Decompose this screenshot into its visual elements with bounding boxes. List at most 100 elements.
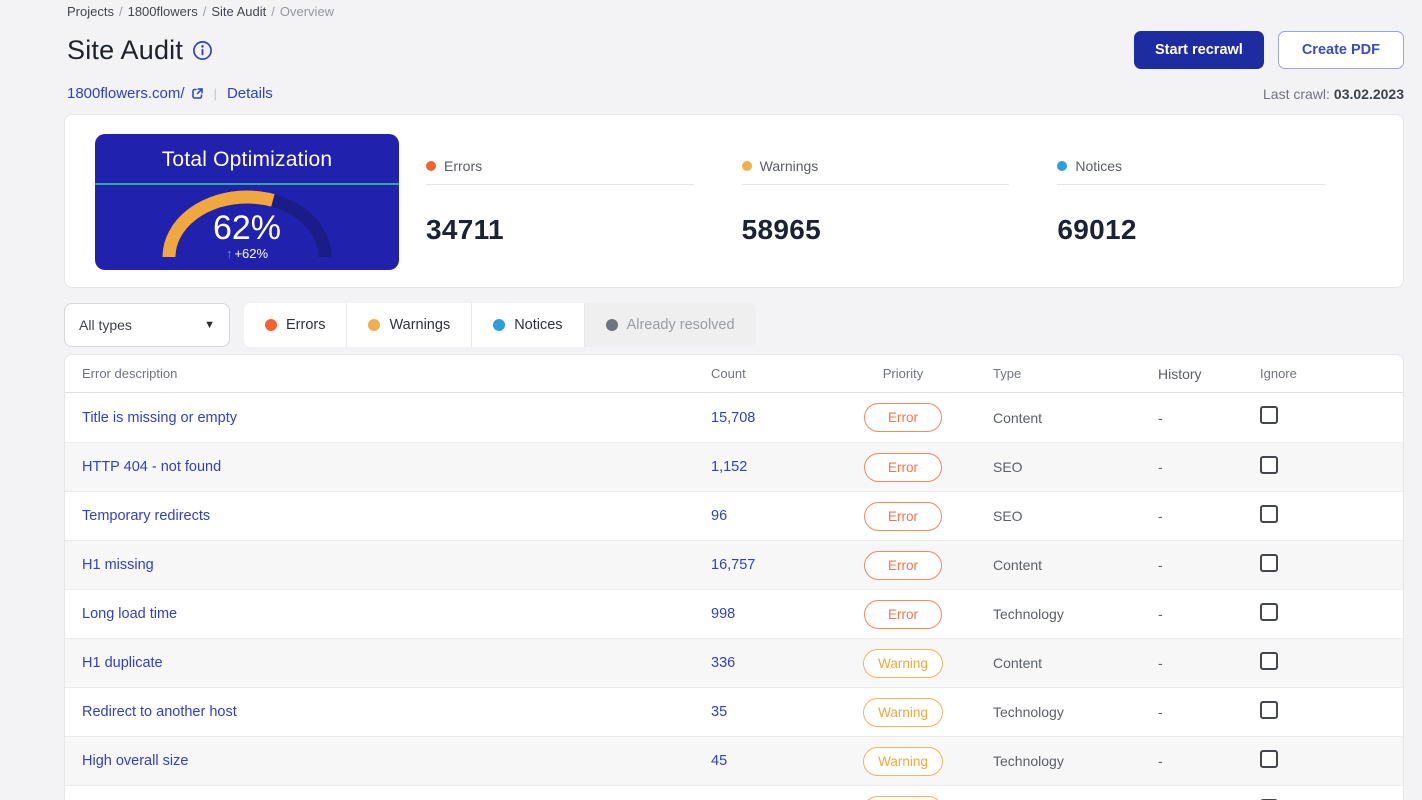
total-optimization-gauge: Total Optimization 62% ↑ +62% xyxy=(95,134,399,270)
breadcrumb-current: Overview xyxy=(279,4,335,19)
stat-label: Notices xyxy=(1075,158,1123,174)
priority-badge: Warning xyxy=(863,648,943,678)
table-row: H1 missing 16,757 Error Content - xyxy=(65,540,1403,589)
issue-type: Content xyxy=(993,655,1043,671)
table-row: Title is missing or empty 15,708 Error C… xyxy=(65,393,1403,442)
summary-stats: Errors 34711 Warnings 58965 Notices 6901… xyxy=(399,134,1373,268)
create-pdf-button[interactable]: Create PDF xyxy=(1277,31,1404,69)
issue-history: - xyxy=(1158,409,1163,426)
table-row: Long load time 998 Error Technology - xyxy=(65,589,1403,638)
table-row: H1 duplicate 336 Warning Content - xyxy=(65,638,1403,687)
toggle-warnings[interactable]: Warnings xyxy=(347,303,473,347)
issue-type: SEO xyxy=(993,459,1023,475)
ignore-checkbox[interactable] xyxy=(1260,455,1278,474)
ignore-checkbox[interactable] xyxy=(1260,602,1278,621)
priority-badge: Error xyxy=(864,599,942,629)
stat-label: Warnings xyxy=(759,158,819,174)
issue-description-link[interactable]: Redirect to another host xyxy=(82,704,237,720)
column-count: Count xyxy=(711,366,746,381)
stat-notices: Notices 69012 xyxy=(1057,134,1373,268)
notices-dot-icon xyxy=(1057,161,1068,171)
stat-warnings: Warnings 58965 xyxy=(741,134,1058,268)
resolved-dot-icon xyxy=(605,319,618,331)
warnings-dot-icon xyxy=(368,319,381,331)
issue-count-link[interactable]: 45 xyxy=(711,753,728,769)
issue-description-link[interactable]: Long load time xyxy=(82,606,178,622)
issue-type: Content xyxy=(993,409,1043,426)
table-body: Title is missing or empty 15,708 Error C… xyxy=(65,393,1403,800)
stat-label: Errors xyxy=(444,158,483,174)
issue-description-link[interactable]: H1 missing xyxy=(82,557,154,573)
issue-description-link[interactable]: High overall size xyxy=(82,753,189,769)
ignore-checkbox[interactable] xyxy=(1260,651,1278,670)
gauge-delta: ↑ +62% xyxy=(225,246,269,261)
issue-count-link[interactable]: 336 xyxy=(711,655,736,671)
issue-description-link[interactable]: Temporary redirects xyxy=(82,508,211,524)
issue-type: Technology xyxy=(993,704,1064,720)
ignore-checkbox[interactable] xyxy=(1260,553,1278,572)
priority-badge: Warning xyxy=(863,746,943,776)
table-row: Redirect to another host 35 Warning Tech… xyxy=(65,687,1403,736)
toggle-errors[interactable]: Errors xyxy=(244,303,348,347)
details-link[interactable]: Details xyxy=(226,85,273,102)
gauge-title: Total Optimization xyxy=(161,148,333,171)
issue-type: Content xyxy=(993,557,1043,573)
stat-value: 58965 xyxy=(741,214,822,245)
issue-history: - xyxy=(1158,704,1163,720)
gauge-divider xyxy=(95,183,399,185)
issue-count-link[interactable]: 998 xyxy=(711,606,736,622)
issue-description-link[interactable]: HTTP 404 - not found xyxy=(82,459,222,475)
stat-errors: Errors 34711 xyxy=(426,134,742,268)
type-select-value: All types xyxy=(79,317,132,333)
severity-toggle-group: Errors Warnings Notices Already resolved xyxy=(244,303,756,347)
issue-count-link[interactable]: 15,708 xyxy=(711,409,756,426)
issue-count-link[interactable]: 96 xyxy=(711,508,728,524)
notices-dot-icon xyxy=(493,319,506,331)
chevron-down-icon: ▼ xyxy=(204,319,215,331)
issue-count-link[interactable]: 35 xyxy=(711,704,728,720)
ignore-checkbox[interactable] xyxy=(1260,504,1278,523)
table-row: HTTP 404 - not found 1,152 Error SEO - xyxy=(65,442,1403,491)
table-row: High overall size 45 Warning Technology … xyxy=(65,736,1403,785)
priority-badge: Warning xyxy=(863,697,943,727)
ignore-checkbox[interactable] xyxy=(1260,749,1278,768)
issues-table: Error description Count Priority Type Hi… xyxy=(64,354,1404,800)
breadcrumb-project[interactable]: 1800flowers xyxy=(127,4,198,19)
toggle-notices[interactable]: Notices xyxy=(472,303,585,347)
ignore-checkbox[interactable] xyxy=(1260,700,1278,719)
priority-badge: Error xyxy=(864,501,942,531)
issue-type: Technology xyxy=(993,753,1064,769)
table-row: Temporary redirects 96 Error SEO - xyxy=(65,491,1403,540)
breadcrumb-projects[interactable]: Projects xyxy=(67,4,114,19)
external-link-icon xyxy=(191,87,204,100)
sub-header-row: 1800flowers.com/ | Details Last crawl: 03… xyxy=(67,85,1404,102)
site-url-link[interactable]: 1800flowers.com/ xyxy=(67,85,204,102)
info-icon[interactable] xyxy=(192,40,213,61)
issue-count-link[interactable]: 1,152 xyxy=(711,459,748,475)
toggle-already-resolved[interactable]: Already resolved xyxy=(585,303,756,347)
issue-history: - xyxy=(1158,606,1163,622)
column-history: History xyxy=(1158,365,1202,382)
gauge-value: 62% xyxy=(212,209,282,247)
warnings-dot-icon xyxy=(741,161,752,171)
stat-value: 34711 xyxy=(426,214,504,245)
type-filter-select[interactable]: All types ▼ xyxy=(64,303,230,347)
issue-history: - xyxy=(1158,459,1163,475)
issue-history: - xyxy=(1158,753,1163,769)
errors-dot-icon xyxy=(265,319,277,331)
issue-count-link[interactable]: 16,757 xyxy=(711,557,756,573)
issue-description-link[interactable]: H1 duplicate xyxy=(82,655,163,671)
issue-history: - xyxy=(1158,508,1163,524)
breadcrumb: Projects/1800flowers / Site Audit / Overview xyxy=(67,4,335,19)
site-url-text: 1800flowers.com/ xyxy=(67,85,185,102)
breadcrumb-site-audit[interactable]: Site Audit xyxy=(211,4,267,19)
gauge-arc-value xyxy=(162,190,332,258)
issue-description-link[interactable]: Title is missing or empty xyxy=(82,409,237,426)
start-recrawl-button[interactable]: Start recrawl xyxy=(1133,31,1264,69)
last-crawl-date: 03.02.2023 xyxy=(1333,85,1404,102)
column-type: Type xyxy=(993,366,1022,381)
ignore-checkbox[interactable] xyxy=(1260,798,1278,800)
ignore-checkbox[interactable] xyxy=(1260,406,1278,424)
issue-type: SEO xyxy=(993,508,1023,524)
